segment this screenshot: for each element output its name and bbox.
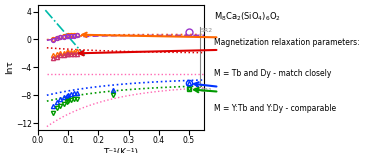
Text: M = Y:Tb and Y:Dy - comparable: M = Y:Tb and Y:Dy - comparable <box>214 104 336 113</box>
Text: Magnetization relaxation parameters:: Magnetization relaxation parameters: <box>214 38 359 47</box>
Text: SR2: SR2 <box>201 28 213 33</box>
X-axis label: T⁻¹(K⁻¹): T⁻¹(K⁻¹) <box>104 148 138 153</box>
Y-axis label: lnτ: lnτ <box>5 60 14 74</box>
Text: SR1: SR1 <box>201 88 213 93</box>
Text: M$_8$Ca$_2$(SiO$_4$)$_6$O$_2$: M$_8$Ca$_2$(SiO$_4$)$_6$O$_2$ <box>214 11 280 23</box>
Text: M = Tb and Dy - match closely: M = Tb and Dy - match closely <box>214 69 331 78</box>
